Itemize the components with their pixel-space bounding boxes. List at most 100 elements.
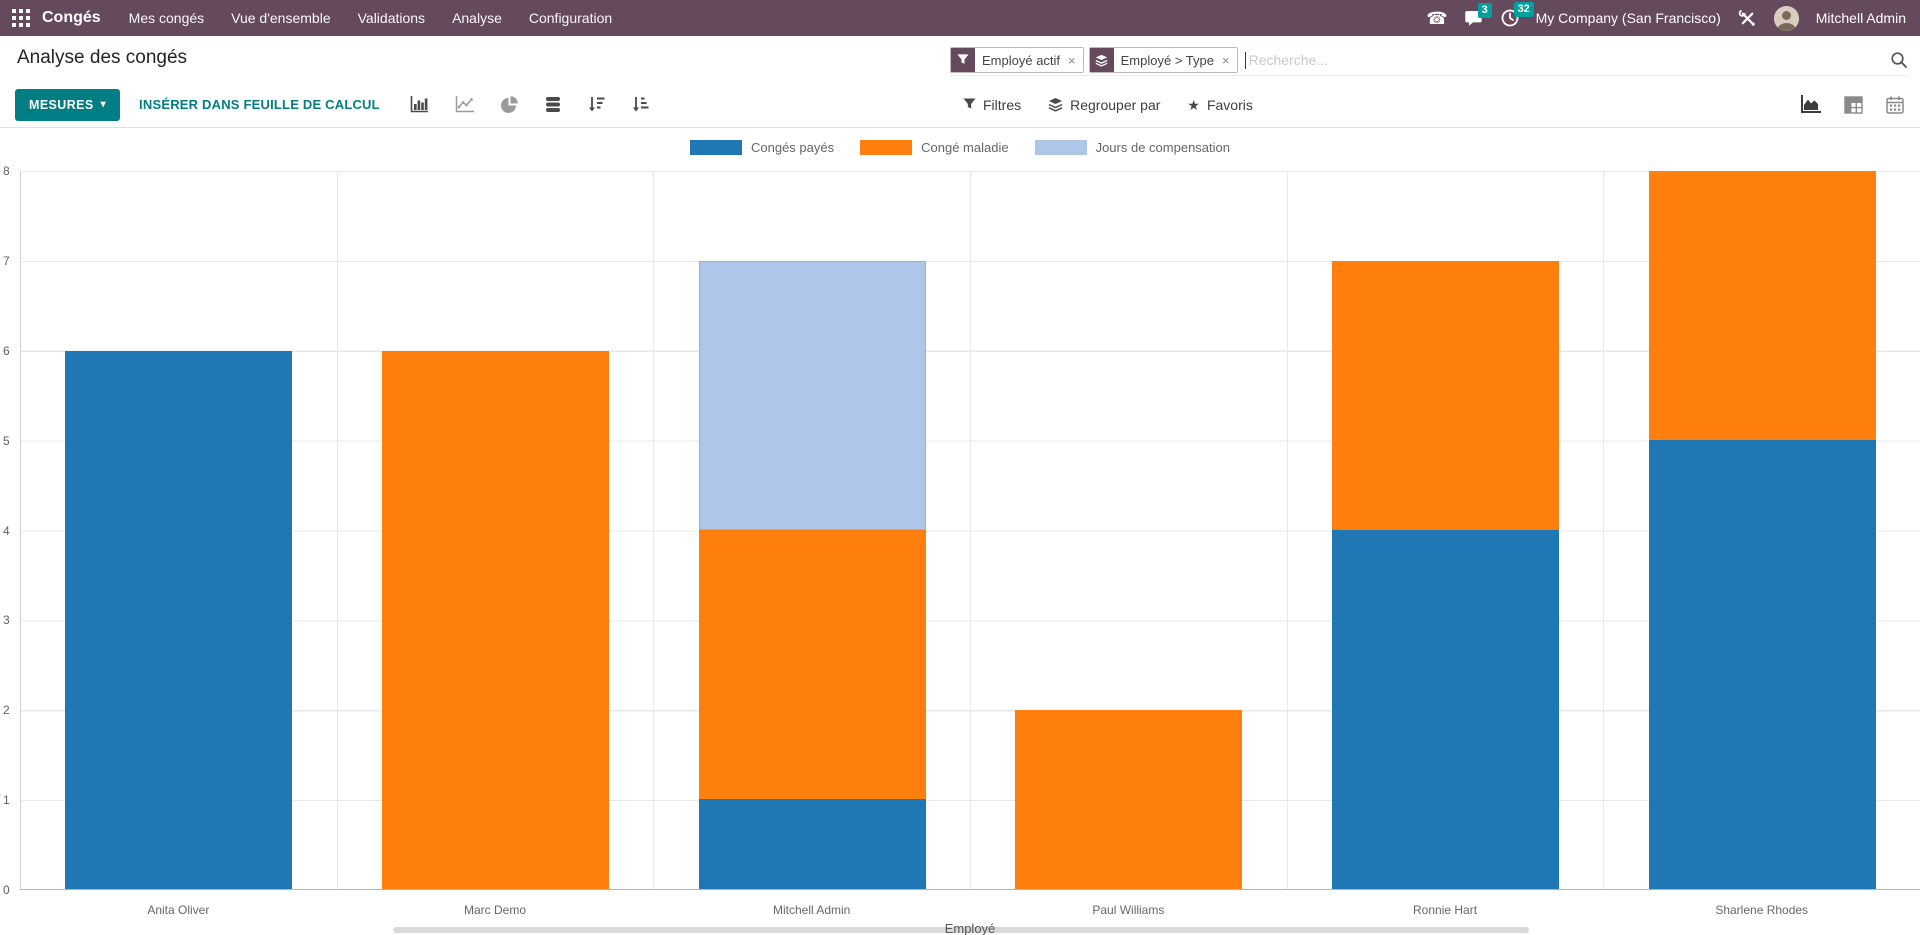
view-switcher <box>1800 95 1904 114</box>
bar-segment[interactable] <box>698 530 926 800</box>
filter-icon <box>963 98 976 109</box>
legend-item[interactable]: Congés payés <box>690 140 834 155</box>
filters-button[interactable]: Filtres <box>963 97 1021 113</box>
facet-label: Employé > Type <box>1120 52 1214 68</box>
line-chart-icon[interactable] <box>455 96 474 113</box>
legend-swatch <box>690 140 742 155</box>
y-tick-label: 5 <box>3 433 10 448</box>
facet-groupby-employe-type[interactable]: Employé > Type × <box>1088 47 1238 73</box>
y-tick-label: 0 <box>3 883 10 897</box>
app-name[interactable]: Congés <box>42 9 101 26</box>
bar-segment[interactable] <box>1331 260 1560 530</box>
sort-asc-icon[interactable] <box>632 96 649 113</box>
company-switcher[interactable]: My Company (San Francisco) <box>1535 10 1721 26</box>
legend-swatch <box>860 140 913 155</box>
search-options: Filtres Regrouper par ★ Favoris <box>963 97 1253 113</box>
y-tick-label: 7 <box>3 253 10 268</box>
legend-item[interactable]: Jours de compensation <box>1034 140 1230 155</box>
nav-item-mes-conges[interactable]: Mes congés <box>128 10 205 26</box>
top-navbar: Congés Mes congés Vue d'ensemble Validat… <box>0 0 1920 36</box>
facet-close-icon[interactable]: × <box>1221 52 1230 68</box>
chart-column <box>21 171 338 889</box>
legend-swatch <box>1034 140 1087 155</box>
chart-type-strip <box>410 96 649 113</box>
search-icon[interactable] <box>1890 51 1908 69</box>
messages-icon[interactable]: 3 <box>1464 2 1492 27</box>
debug-tools-icon[interactable] <box>1738 9 1757 28</box>
bar-segment[interactable] <box>1648 440 1876 889</box>
pivot-view-icon[interactable] <box>1844 95 1863 114</box>
graph-view-icon[interactable] <box>1800 95 1821 114</box>
chart-column <box>338 171 655 889</box>
x-axis-labels: Anita Oliver Marc Demo Mitchell Admin Paul … <box>20 903 1920 917</box>
search-bar: Employé actif × Employé > Type × <box>950 45 1908 76</box>
text-caret <box>1244 51 1246 69</box>
activities-clock-icon[interactable]: 32 <box>1501 2 1534 27</box>
apps-grid-icon[interactable] <box>12 9 30 27</box>
nav-item-configuration[interactable]: Configuration <box>528 10 613 26</box>
group-by-icon <box>1089 48 1114 72</box>
facet-close-icon[interactable]: × <box>1068 52 1076 68</box>
star-icon: ★ <box>1187 96 1200 113</box>
navbar-menu: Mes congés Vue d'ensemble Validations An… <box>129 10 612 26</box>
insert-spreadsheet-button[interactable]: INSÉRER DANS FEUILLE DE CALCUL <box>139 97 380 112</box>
category-label: Anita Oliver <box>147 903 210 917</box>
activities-badge: 32 <box>1513 2 1534 17</box>
calendar-view-icon[interactable] <box>1886 96 1904 114</box>
search-input[interactable] <box>1248 52 1882 68</box>
layers-icon <box>1048 97 1063 112</box>
category-label: Paul Williams <box>1092 903 1165 917</box>
legend-item[interactable]: Congé maladie <box>860 140 1009 155</box>
y-tick-label: 2 <box>3 703 10 718</box>
legend-label: Jours de compensation <box>1095 140 1230 155</box>
chart-column <box>971 171 1288 889</box>
bar-chart-icon[interactable] <box>410 96 428 113</box>
legend-label: Congé maladie <box>921 140 1009 155</box>
bar-segment[interactable] <box>1331 530 1560 889</box>
facet-label: Employé actif <box>982 52 1061 68</box>
y-tick-label: 3 <box>3 613 10 628</box>
nav-item-analyse[interactable]: Analyse <box>452 10 502 26</box>
favorites-button[interactable]: ★ Favoris <box>1187 96 1253 113</box>
y-tick-label: 6 <box>3 343 10 358</box>
legend-label: Congés payés <box>751 140 835 155</box>
stacked-toggle-icon[interactable] <box>545 96 561 113</box>
header-row: Analyse des congés Employé actif × Emplo… <box>0 36 1920 82</box>
voip-phone-icon[interactable]: ☎ <box>1426 8 1448 28</box>
bar-segment[interactable] <box>698 260 926 530</box>
category-label: Marc Demo <box>464 903 527 917</box>
x-axis-title: Employé <box>944 921 996 935</box>
bar-segment[interactable] <box>698 799 926 889</box>
bar-segment[interactable] <box>65 350 293 889</box>
bar-segment[interactable] <box>381 350 610 889</box>
y-tick-label: 1 <box>3 793 10 808</box>
group-by-button[interactable]: Regrouper par <box>1048 97 1160 113</box>
chart-column <box>654 171 972 889</box>
y-tick-label: 4 <box>3 523 10 538</box>
user-avatar[interactable] <box>1773 5 1799 31</box>
measures-button[interactable]: MESURES ▾ <box>15 88 121 121</box>
nav-item-vue-densemble[interactable]: Vue d'ensemble <box>231 10 331 26</box>
sort-desc-icon[interactable] <box>588 96 605 113</box>
control-panel: MESURES ▾ INSÉRER DANS FEUILLE DE CALCUL <box>0 82 1920 128</box>
nav-item-validations[interactable]: Validations <box>357 10 426 26</box>
bar-segment[interactable] <box>1648 171 1876 441</box>
horizontal-scrollbar[interactable] <box>393 927 1529 933</box>
page-title: Analyse des congés <box>17 47 188 68</box>
category-label: Sharlene Rhodes <box>1715 903 1809 917</box>
messages-badge: 3 <box>1477 2 1492 18</box>
user-menu[interactable]: Mitchell Admin <box>1815 10 1906 26</box>
category-label: Ronnie Hart <box>1413 903 1478 917</box>
facet-filter-employe-actif[interactable]: Employé actif × <box>950 47 1084 73</box>
y-tick-label: 8 <box>3 164 10 178</box>
category-label: Mitchell Admin <box>772 903 851 917</box>
navbar-left: Congés Mes congés Vue d'ensemble Validat… <box>12 9 612 27</box>
y-axis: 0 1 2 3 4 5 6 7 8 <box>0 164 18 897</box>
bar-segment[interactable] <box>1015 709 1243 889</box>
filter-icon <box>951 48 975 72</box>
chevron-down-icon: ▾ <box>100 98 107 110</box>
chart-column <box>1604 171 1920 889</box>
plot-area <box>20 171 1920 890</box>
chart-legend: Congés payés Congé maladie Jours de compen… <box>0 140 1920 155</box>
pie-chart-icon[interactable] <box>500 96 518 113</box>
